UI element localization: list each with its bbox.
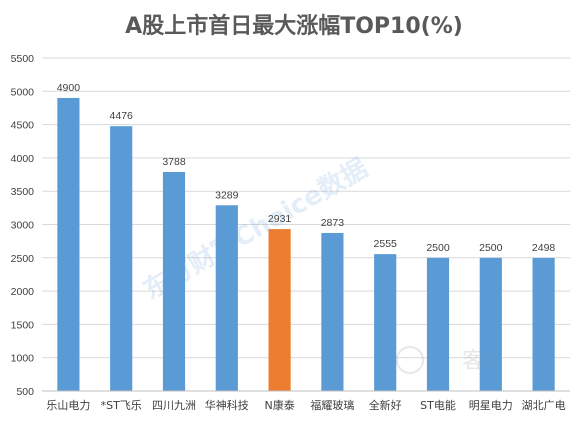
y-tick-label: 3000 bbox=[11, 220, 35, 232]
x-tick-label: 福耀玻璃 bbox=[310, 398, 354, 412]
data-label: 2500 bbox=[479, 242, 503, 254]
x-tick-label: *ST飞乐 bbox=[101, 399, 142, 412]
y-tick-label: 1000 bbox=[11, 353, 35, 365]
bar-5 bbox=[321, 232, 344, 391]
x-tick-label: 明星电力 bbox=[469, 399, 513, 412]
y-tick-label: 1500 bbox=[11, 319, 35, 331]
bar-8 bbox=[479, 257, 502, 391]
bars bbox=[57, 97, 555, 392]
bar-6 bbox=[374, 254, 397, 391]
data-label: 3289 bbox=[215, 189, 239, 201]
watermark-logo-text: 客 bbox=[462, 349, 484, 374]
data-label: 2500 bbox=[426, 242, 450, 254]
y-axis-ticks: 500 1000 1500 2000 2500 3000 3500 4000 4500 5000 5… bbox=[11, 53, 35, 398]
data-label: 2931 bbox=[268, 213, 292, 225]
data-label: 2873 bbox=[321, 217, 345, 229]
bar-4 bbox=[268, 229, 291, 391]
data-labels: 4900 4476 3788 3289 2931 2873 2555 2500 2500 2498 bbox=[57, 82, 556, 254]
data-label: 3788 bbox=[162, 156, 186, 168]
watermark-logo-icon bbox=[396, 346, 424, 374]
bar-2 bbox=[162, 172, 186, 391]
x-axis-ticks: 乐山电力 *ST飞乐 四川九洲 华神科技 N康泰 福耀玻璃 全新好 ST电能 明星电力 湖北广电 bbox=[46, 398, 565, 412]
x-tick-label: 华神科技 bbox=[205, 398, 249, 412]
bar-0 bbox=[57, 97, 80, 392]
data-label: 4900 bbox=[57, 82, 81, 94]
y-tick-label: 5000 bbox=[11, 86, 35, 98]
x-tick-label: ST电能 bbox=[420, 398, 456, 412]
y-tick-label: 2000 bbox=[11, 286, 35, 298]
bar-9 bbox=[532, 257, 555, 391]
y-tick-label: 500 bbox=[16, 386, 34, 398]
y-tick-label: 3500 bbox=[11, 186, 35, 198]
data-label: 2555 bbox=[374, 238, 398, 250]
x-tick-label: 乐山电力 bbox=[46, 399, 90, 412]
bar-3 bbox=[215, 205, 238, 391]
y-tick-label: 2500 bbox=[11, 253, 35, 265]
watermark-logo: 客 bbox=[396, 346, 484, 374]
x-tick-label: 全新好 bbox=[369, 398, 402, 412]
x-tick-label: 四川九洲 bbox=[152, 399, 196, 412]
y-tick-label: 5500 bbox=[11, 53, 35, 65]
y-tick-label: 4000 bbox=[11, 153, 35, 165]
x-tick-label: 湖北广电 bbox=[522, 399, 566, 412]
data-label: 4476 bbox=[110, 110, 134, 122]
data-label: 2498 bbox=[532, 242, 556, 254]
chart-title: A股上市首日最大涨幅TOP10(%) bbox=[125, 13, 463, 39]
x-tick-label: N康泰 bbox=[264, 398, 294, 412]
bar-1 bbox=[110, 126, 133, 392]
y-tick-label: 4500 bbox=[11, 120, 35, 132]
bar-7 bbox=[426, 257, 450, 391]
